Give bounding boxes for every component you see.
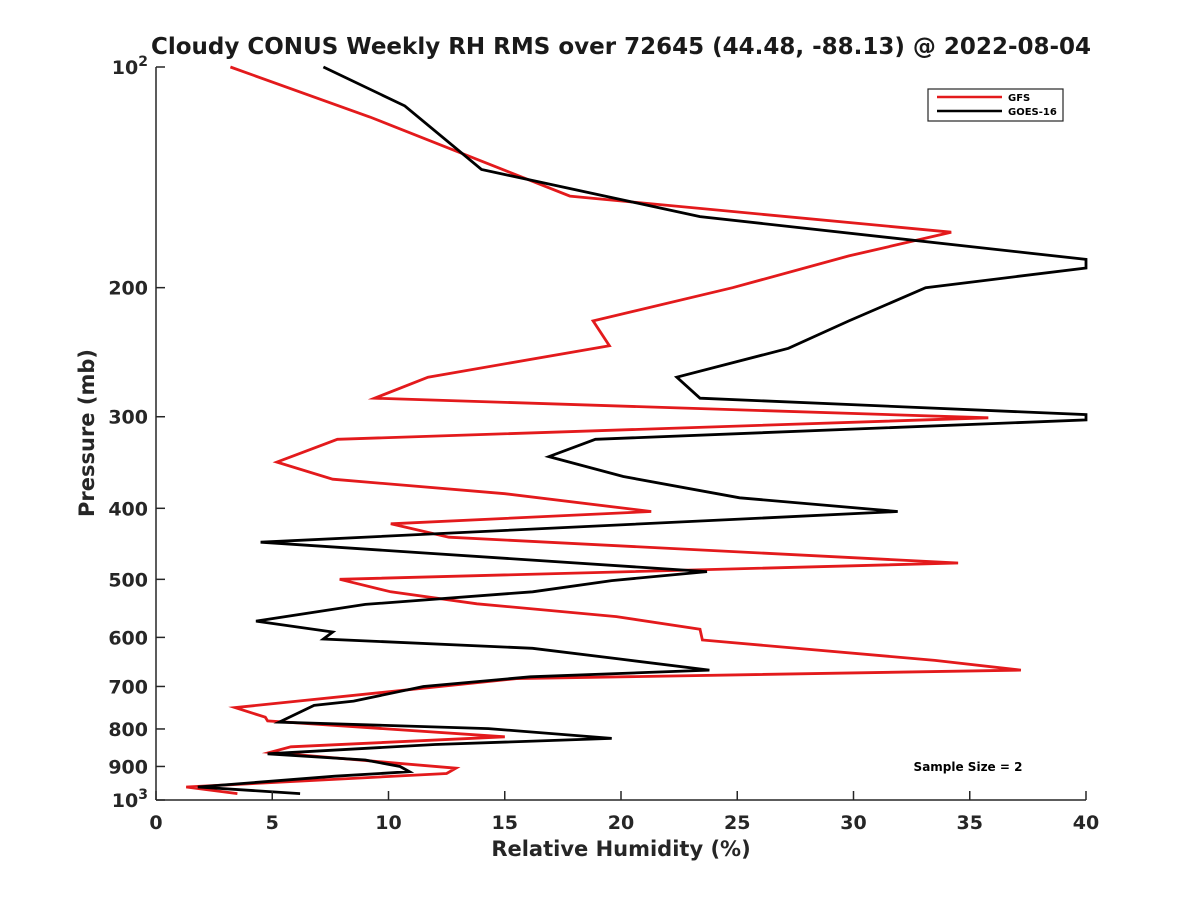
legend-label-gfs: GFS <box>1008 93 1030 104</box>
y-tick-label: 600 <box>108 627 148 649</box>
x-tick-label: 10 <box>375 812 401 834</box>
x-tick-label: 30 <box>840 812 866 834</box>
y-tick-label: 800 <box>108 719 148 741</box>
x-tick-label: 40 <box>1073 812 1099 834</box>
y-tick-base: 10 <box>112 57 138 79</box>
y-tick-label: 300 <box>108 407 148 429</box>
series-line-goes-16 <box>197 65 1088 795</box>
y-axis-label: Pressure (mb) <box>75 349 99 517</box>
y-tick-label: 103 <box>112 787 148 812</box>
x-tick-label: 20 <box>608 812 634 834</box>
series-layer <box>186 65 1088 795</box>
x-tick-label: 15 <box>492 812 518 834</box>
legend-box <box>927 88 1064 122</box>
y-tick-label: 102 <box>112 54 148 79</box>
y-tick-exponent: 3 <box>138 787 148 803</box>
y-tick-label: 500 <box>108 569 148 591</box>
y-tick-label: 700 <box>108 676 148 698</box>
y-tick-label: 900 <box>108 756 148 778</box>
legend: GFS GOES-16 <box>927 88 1064 122</box>
y-tick-label: 400 <box>108 498 148 520</box>
x-tick-label: 5 <box>266 812 279 834</box>
legend-label-goes16: GOES-16 <box>1008 107 1057 118</box>
y-tick-label: 200 <box>108 278 148 300</box>
plot-background <box>156 67 1086 800</box>
series-line-gfs <box>186 65 1022 795</box>
chart-title: Cloudy CONUS Weekly RH RMS over 72645 (4… <box>151 34 1091 60</box>
y-tick-exponent: 2 <box>138 54 148 70</box>
sample-size-annotation: Sample Size = 2 <box>914 760 1023 774</box>
plot-area <box>156 67 1086 800</box>
x-ticks: 0 5 10 15 20 25 30 35 40 <box>149 791 1099 834</box>
x-tick-label: 25 <box>724 812 750 834</box>
x-tick-label: 0 <box>149 812 162 834</box>
x-axis-label: Relative Humidity (%) <box>491 837 750 861</box>
y-tick-base: 10 <box>112 790 138 812</box>
x-tick-label: 35 <box>957 812 983 834</box>
